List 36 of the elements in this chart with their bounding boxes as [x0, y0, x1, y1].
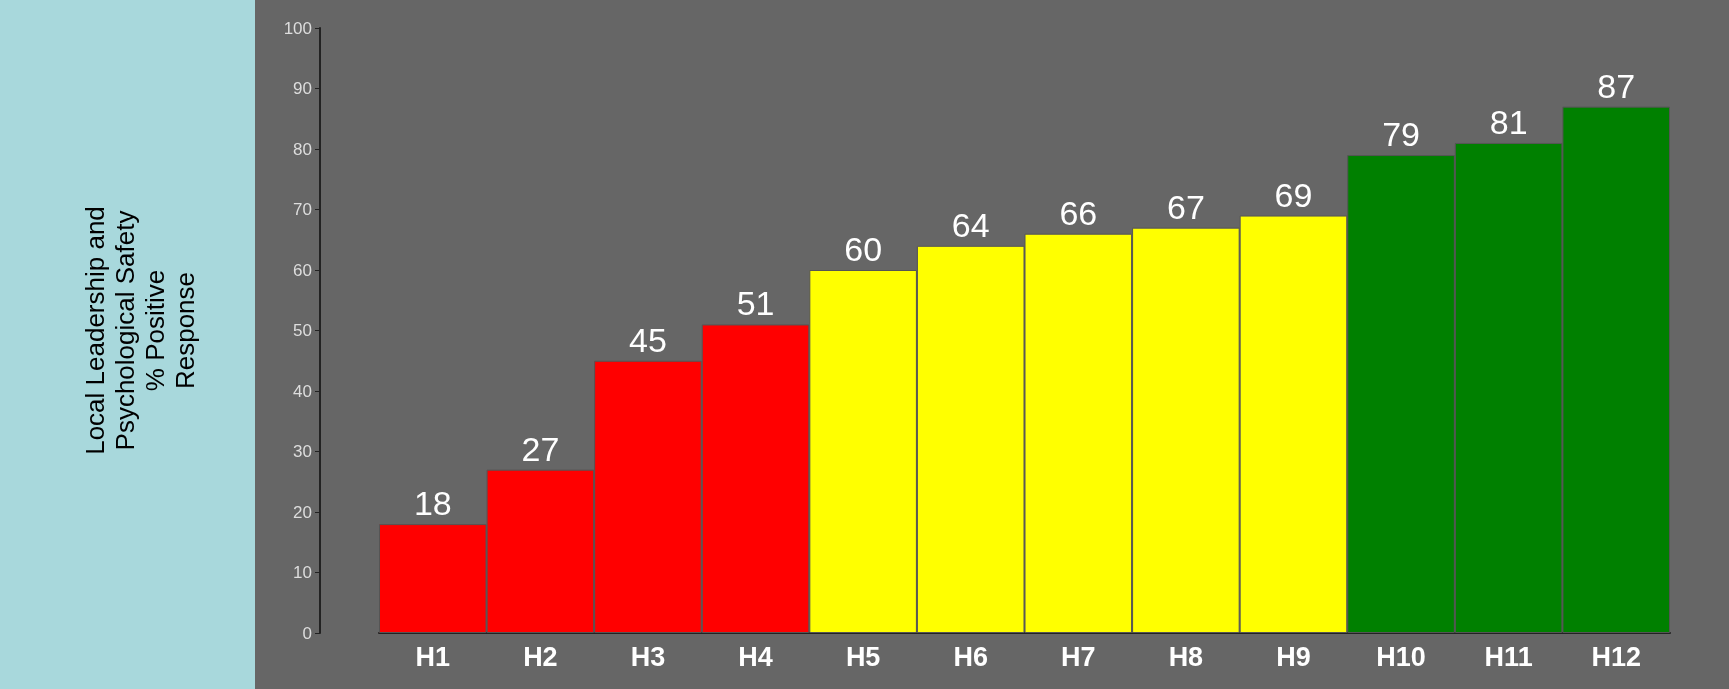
x-tick-label: H4 — [738, 641, 773, 672]
y-tick-label: 40 — [293, 381, 312, 401]
data-label: 51 — [736, 284, 775, 323]
data-label: 79 — [1382, 115, 1420, 154]
y-tick-label: 30 — [293, 442, 312, 461]
data-label: 81 — [1489, 102, 1528, 141]
data-label: 69 — [1274, 175, 1313, 214]
y-tick-label: 20 — [293, 502, 312, 522]
data-label: 60 — [844, 230, 883, 268]
x-tick-label: H1 — [415, 641, 451, 672]
data-label: 87 — [1597, 66, 1636, 105]
data-label: 45 — [629, 320, 667, 359]
y-tick-label: 60 — [293, 260, 312, 280]
x-tick-label: H11 — [1484, 641, 1533, 672]
data-label: 27 — [521, 429, 560, 468]
data-label: 18 — [413, 484, 452, 523]
y-tick-label: 10 — [293, 563, 312, 582]
x-tick-label: H12 — [1591, 641, 1641, 672]
data-label: 64 — [951, 205, 990, 244]
x-tick-label: H7 — [1061, 641, 1096, 672]
y-tick-label: 100 — [283, 18, 312, 38]
data-label: 67 — [1166, 187, 1205, 226]
x-tick-label: H8 — [1168, 641, 1204, 672]
y-tick-label: 70 — [293, 200, 312, 219]
x-tick-label: H3 — [630, 641, 666, 672]
x-tick-label: H10 — [1376, 641, 1426, 672]
data-label: 66 — [1059, 193, 1098, 232]
y-tick-label: 50 — [293, 321, 312, 340]
y-tick-label: 80 — [293, 139, 312, 159]
x-tick-label: H6 — [953, 641, 988, 672]
y-tick-label: 90 — [293, 79, 312, 98]
x-tick-label: H2 — [523, 641, 558, 672]
y-tick-label: 0 — [302, 623, 312, 643]
x-tick-label: H9 — [1276, 641, 1311, 672]
x-tick-label: H5 — [845, 641, 881, 672]
y-axis-title: Local Leadership and Psychological Safety % Positive Response — [80, 206, 200, 455]
